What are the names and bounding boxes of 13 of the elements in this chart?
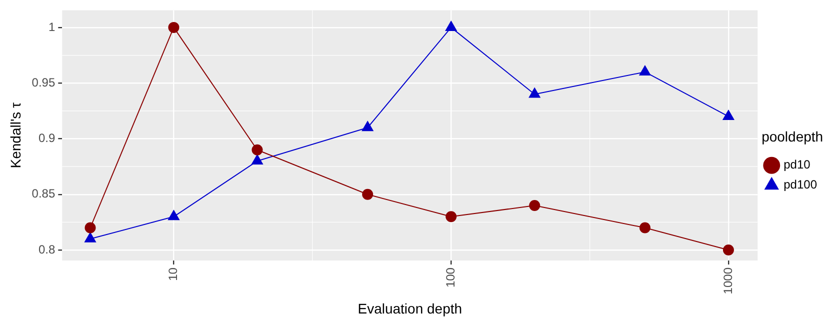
x-tick-label: 1000 <box>720 267 735 294</box>
y-tick-label: 1 <box>48 20 56 34</box>
legend-label: pd100 <box>784 178 818 192</box>
y-tick-label: 0.85 <box>32 186 56 201</box>
y-tick-label: 0.95 <box>32 75 56 90</box>
y-tick-label: 0.9 <box>38 131 56 146</box>
x-axis-title: Evaluation depth <box>358 300 462 316</box>
y-axis-title: Kendall's τ <box>7 102 24 168</box>
y-tick-label: 0.8 <box>38 242 56 256</box>
x-tick-label: 100 <box>443 267 458 288</box>
legend-label: pd10 <box>784 158 811 172</box>
x-tick-label: 10 <box>166 267 180 281</box>
legend-title: pooldepth <box>762 128 824 144</box>
